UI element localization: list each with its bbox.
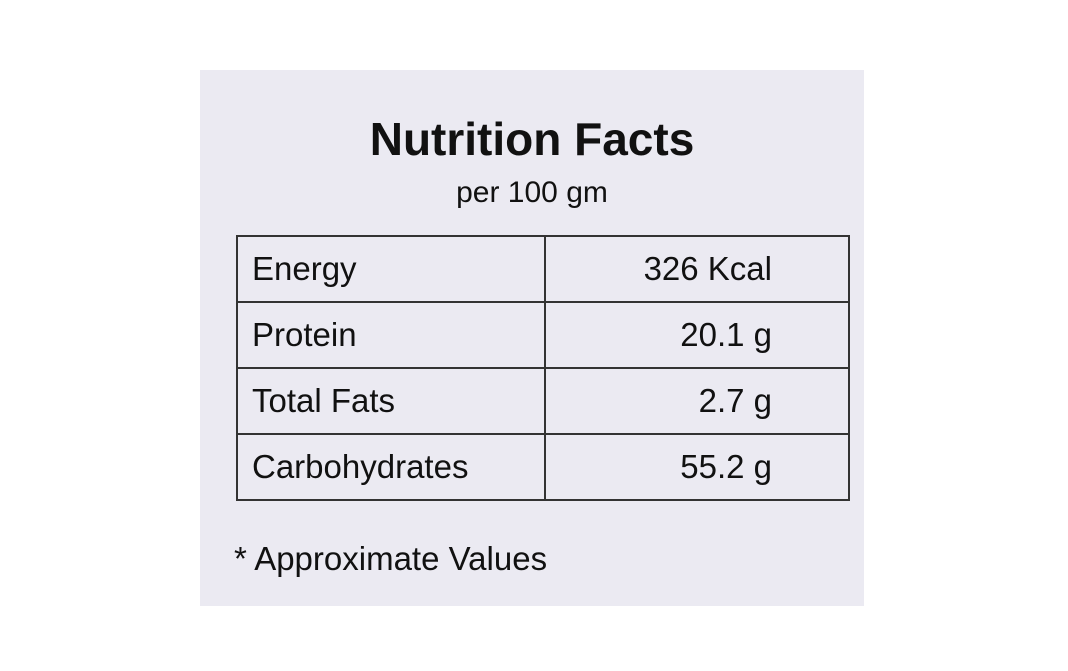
footnote: * Approximate Values (234, 540, 548, 577)
nutrient-value: 2.7 g (544, 367, 850, 435)
nutrient-name: Total Fats (236, 367, 546, 435)
nutrient-name: Protein (236, 301, 546, 369)
title: Nutrition Facts (369, 113, 695, 165)
table-row: Carbohydrates 55.2 g (236, 433, 850, 501)
table-row: Energy 326 Kcal (236, 235, 850, 303)
nutrition-table: Energy 326 Kcal Protein 20.1 g Total Fats 2.7… (236, 235, 850, 501)
nutrient-value: 20.1 g (544, 301, 850, 369)
nutrient-name: Energy (236, 235, 546, 303)
label-panel: Nutrition Facts per 100 gm Energy 326 Kca… (200, 70, 864, 606)
table-row: Total Fats 2.7 g (236, 367, 850, 435)
table-row: Protein 20.1 g (236, 301, 850, 369)
nutrient-name: Carbohydrates (236, 433, 546, 501)
nutrient-value: 326 Kcal (544, 235, 850, 303)
nutrient-value: 55.2 g (544, 433, 850, 501)
subtitle: per 100 gm (456, 176, 608, 209)
